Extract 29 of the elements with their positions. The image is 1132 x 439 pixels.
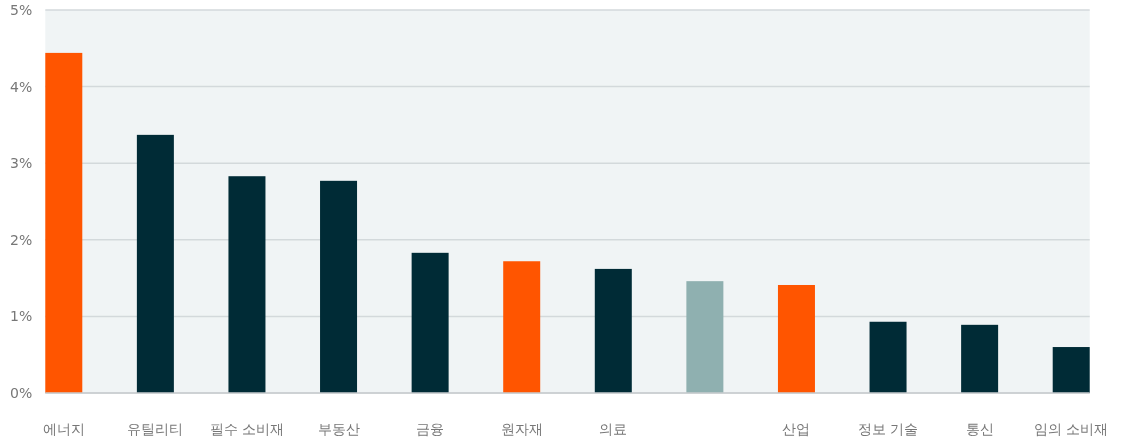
bar: [869, 321, 907, 393]
bar: [594, 268, 632, 393]
x-tick-label: 원자재: [500, 421, 543, 437]
bar: [777, 284, 815, 393]
y-tick-label: 1%: [10, 308, 33, 325]
x-tick-label: 임의 소비재: [1033, 421, 1109, 437]
bar: [45, 52, 83, 393]
bar: [961, 324, 999, 393]
x-tick-label: 통신: [965, 421, 994, 437]
bar: [503, 261, 541, 393]
x-tick-label: 정보 기술: [857, 421, 919, 437]
bar: [1052, 347, 1090, 393]
y-tick-label: 5%: [10, 2, 33, 18]
bar: [228, 176, 266, 393]
y-tick-label: 0%: [10, 385, 33, 401]
x-tick-label: 부동산: [317, 421, 360, 437]
y-tick-label: 4%: [10, 78, 33, 95]
x-tick-label: 산업: [782, 421, 811, 437]
x-tick-label: 유틸리티: [127, 421, 184, 437]
bar: [320, 180, 358, 393]
y-tick-label: 3%: [10, 155, 33, 172]
x-tick-label: 금융: [416, 421, 445, 437]
bar: [411, 252, 449, 393]
x-tick-label: 의료: [599, 421, 628, 437]
bar: [686, 281, 724, 393]
x-tick-label: 에너지: [42, 421, 85, 437]
bar: [136, 134, 174, 393]
y-tick-label: 2%: [10, 231, 33, 248]
x-tick-label: 필수 소비재: [209, 421, 285, 437]
